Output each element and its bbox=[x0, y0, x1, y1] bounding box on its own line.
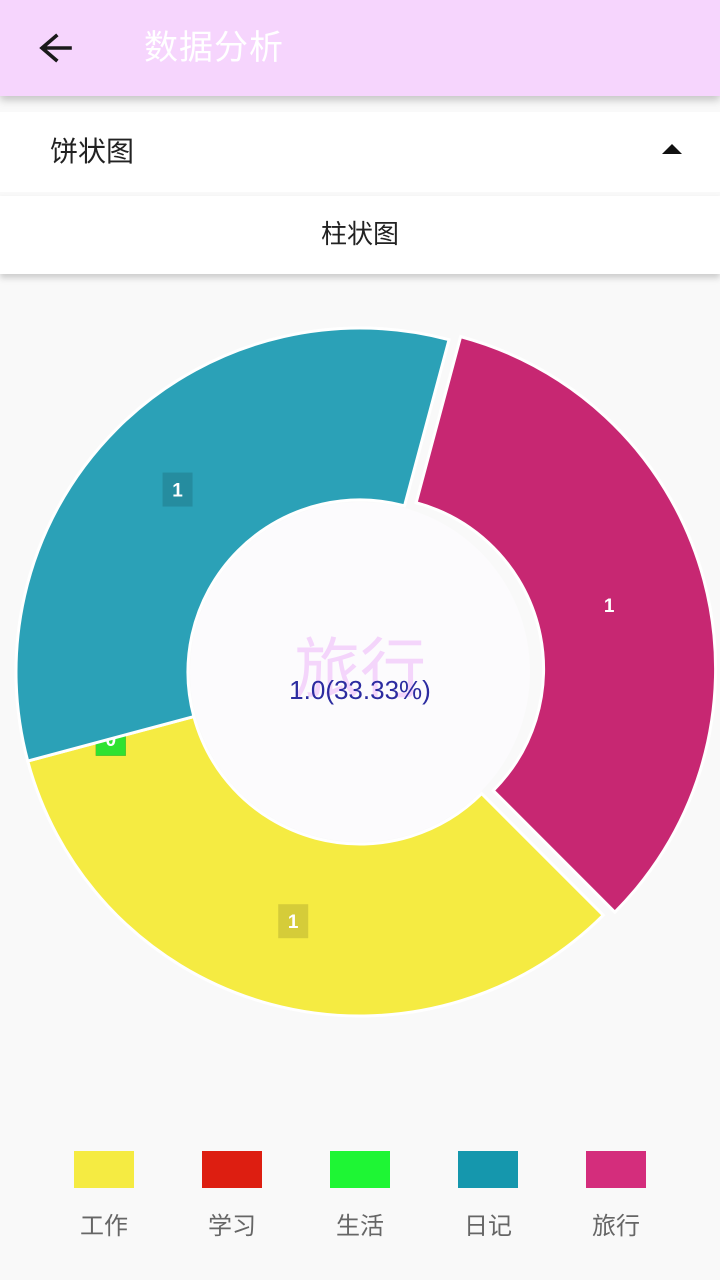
value-label-travel: 1 bbox=[604, 596, 615, 617]
value-label-work: 1 bbox=[288, 912, 299, 933]
donut-chart[interactable]: 10011旅行1.0(33.33%) bbox=[0, 274, 720, 1134]
back-button[interactable] bbox=[30, 26, 80, 70]
legend-swatch-travel bbox=[586, 1151, 646, 1188]
legend-item-travel: 旅行 bbox=[552, 1148, 680, 1258]
legend-swatch-study bbox=[202, 1151, 262, 1188]
legend-swatch-work bbox=[74, 1151, 134, 1188]
legend-label-study: 学习 bbox=[208, 1212, 256, 1240]
chart-legend: 工作 学习 生活 日记 旅行 bbox=[0, 1148, 720, 1258]
donut-center bbox=[190, 502, 530, 842]
legend-item-life: 生活 bbox=[296, 1148, 424, 1258]
slice-work[interactable] bbox=[25, 714, 606, 1018]
slice-diary[interactable] bbox=[14, 326, 451, 763]
chart-type-dropdown: 柱状图 bbox=[0, 196, 720, 274]
legend-swatch-diary bbox=[458, 1151, 518, 1188]
legend-label-travel: 旅行 bbox=[592, 1212, 640, 1240]
legend-item-work: 工作 bbox=[40, 1148, 168, 1258]
legend-swatch-life bbox=[330, 1151, 390, 1188]
dropdown-option-bar-chart[interactable]: 柱状图 bbox=[320, 220, 399, 250]
app-bar: 数据分析 bbox=[0, 0, 720, 96]
slice-travel[interactable] bbox=[414, 334, 718, 915]
page-title: 数据分析 bbox=[144, 28, 284, 68]
chart-type-selector[interactable]: 饼状图 bbox=[0, 112, 720, 192]
legend-label-diary: 日记 bbox=[464, 1212, 512, 1240]
center-title: 旅行 bbox=[294, 631, 426, 708]
legend-label-life: 生活 bbox=[336, 1212, 384, 1240]
caret-up-icon bbox=[662, 144, 682, 154]
legend-item-diary: 日记 bbox=[424, 1148, 552, 1258]
value-label-bg-diary bbox=[162, 472, 193, 507]
center-value: 1.0(33.33%) bbox=[289, 675, 431, 705]
back-arrow-icon bbox=[39, 33, 72, 63]
legend-item-study: 学习 bbox=[168, 1148, 296, 1258]
value-label-bg-work bbox=[278, 904, 309, 939]
legend-label-work: 工作 bbox=[80, 1212, 128, 1240]
selected-chart-type: 饼状图 bbox=[50, 135, 135, 168]
value-label-diary: 1 bbox=[172, 481, 183, 502]
